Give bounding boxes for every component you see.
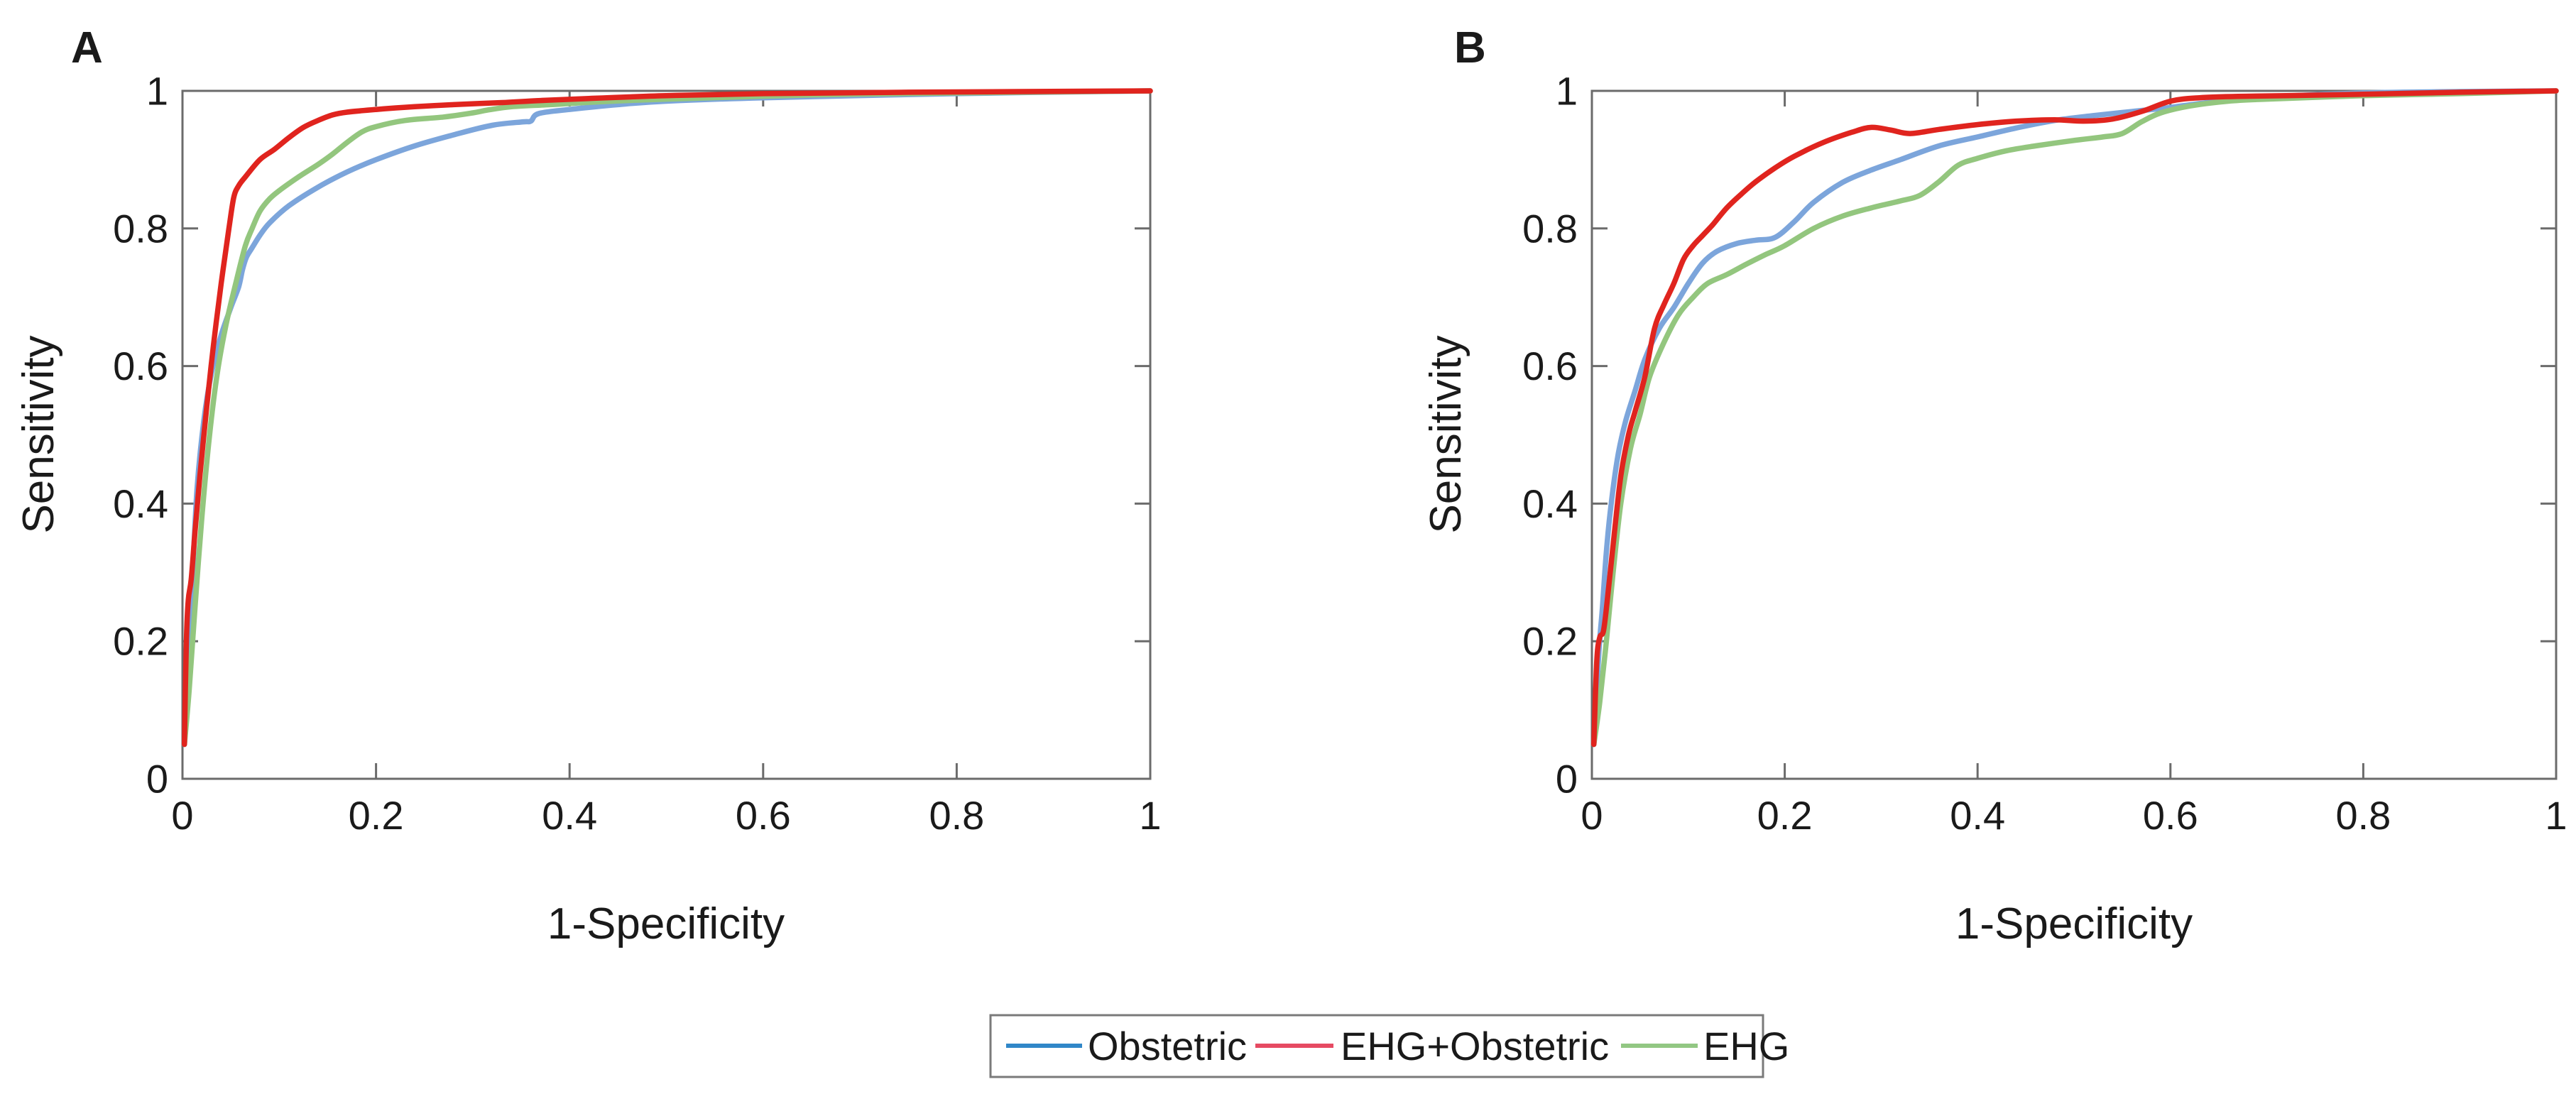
x-tick-label-a: 0.2 [349,793,404,838]
panel-a-xlabel: 1-Specificity [547,899,785,948]
x-tick-label-b: 0.8 [2335,793,2391,838]
roc-curve-obstetric-b [1590,88,2559,748]
panel-a: A 0 0.2 0.4 0.6 0.8 1 0 0.2 0.4 0.6 0.8 1 1-Specifi… [14,23,1162,948]
y-tick-label-a: 0.2 [113,619,168,664]
panel-b-plot-box [1590,89,2558,780]
panel-b: B 0 0.2 0.4 0.6 0.8 1 0 0.2 0.4 0.6 0.8 1 1-Specifi… [1421,23,2567,948]
y-tick-label-a: 0.8 [113,206,168,251]
y-tick-label-b: 0.8 [1522,206,1578,251]
panel-b-ylabel: Sensitivity [1421,335,1470,533]
legend-item-ehg: EHG [1621,1024,1789,1068]
panel-a-curves [181,88,1153,748]
panel-a-letter: A [71,23,103,72]
x-tick-label-b: 0 [1581,793,1603,838]
roc-curve-obstetric-a [181,88,1153,748]
panel-b-ticks [1590,89,2558,780]
legend-label-obstetric: Obstetric [1088,1024,1247,1068]
y-tick-label-a: 0.6 [113,344,168,388]
x-tick-label-b: 0.2 [1757,793,1813,838]
panel-a-tick-labels: 0 0.2 0.4 0.6 0.8 1 0 0.2 0.4 0.6 0.8 1 [113,69,1161,838]
legend-item-obstetric: Obstetric [1006,1024,1247,1068]
legend: Obstetric EHG+Obstetric EHG [989,1014,1789,1078]
x-tick-label-a: 1 [1139,793,1161,838]
y-tick-label-a: 1 [146,69,168,114]
y-tick-label-a: 0 [146,757,168,802]
x-tick-label-a: 0 [171,793,193,838]
roc-curve-ehg-a [181,88,1153,748]
legend-item-ehg-obstetric: EHG+Obstetric [1255,1024,1609,1068]
y-tick-label-b: 0 [1556,757,1578,802]
x-tick-label-b: 0.6 [2143,793,2198,838]
panel-a-ylabel: Sensitivity [14,335,63,533]
x-tick-label-a: 0.4 [542,793,597,838]
y-tick-label-b: 1 [1556,69,1578,114]
legend-label-ehg: EHG [1703,1024,1789,1068]
y-tick-label-b: 0.4 [1522,481,1578,526]
panel-b-tick-labels: 0 0.2 0.4 0.6 0.8 1 0 0.2 0.4 0.6 0.8 1 [1522,69,2567,838]
y-tick-label-b: 0.6 [1522,344,1578,388]
panel-a-plot-box [181,89,1152,780]
panel-a-ticks [181,89,1152,780]
x-tick-label-a: 0.6 [736,793,791,838]
x-tick-label-b: 0.4 [1950,793,2005,838]
y-tick-label-a: 0.4 [113,481,168,526]
roc-curve-ehg-obstetric-a [181,88,1153,748]
x-tick-label-a: 0.8 [929,793,984,838]
panel-b-xlabel: 1-Specificity [1955,899,2193,948]
x-tick-label-b: 1 [2545,793,2567,838]
legend-label-ehg-obstetric: EHG+Obstetric [1341,1024,1609,1068]
roc-curve-ehg-obstetric-b [1590,88,2559,748]
panel-b-letter: B [1454,23,1486,72]
y-tick-label-b: 0.2 [1522,619,1578,664]
roc-curve-ehg-b [1590,88,2559,748]
panel-b-curves [1590,88,2559,748]
